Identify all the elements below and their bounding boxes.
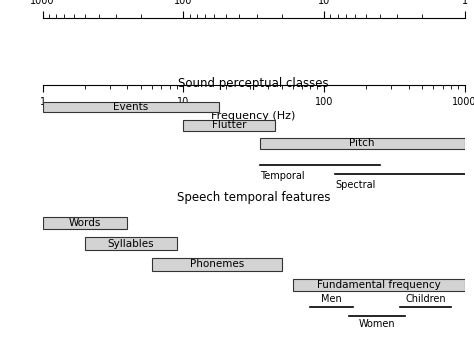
Text: Words: Words — [69, 218, 101, 228]
Bar — [260, 138, 465, 149]
Bar — [85, 237, 177, 250]
Text: Fundamental frequency: Fundamental frequency — [317, 280, 440, 290]
Text: Phonemes: Phonemes — [190, 260, 244, 269]
Text: Pitch: Pitch — [349, 138, 375, 148]
Bar — [152, 258, 282, 271]
Text: Syllables: Syllables — [108, 239, 154, 249]
Bar — [293, 279, 465, 291]
Text: Speech temporal features: Speech temporal features — [177, 191, 330, 204]
Text: Temporal: Temporal — [260, 171, 304, 181]
Bar — [43, 101, 219, 112]
Text: Spectral: Spectral — [335, 180, 375, 190]
Text: Events: Events — [113, 102, 148, 112]
Bar — [183, 120, 275, 131]
Text: Flutter: Flutter — [212, 120, 246, 130]
X-axis label: Frequency (Hz): Frequency (Hz) — [211, 111, 296, 121]
Text: Women: Women — [359, 319, 395, 329]
Bar — [43, 217, 128, 229]
Text: Children: Children — [405, 294, 446, 304]
Text: Sound perceptual classes: Sound perceptual classes — [178, 78, 329, 90]
Text: Men: Men — [321, 294, 342, 304]
